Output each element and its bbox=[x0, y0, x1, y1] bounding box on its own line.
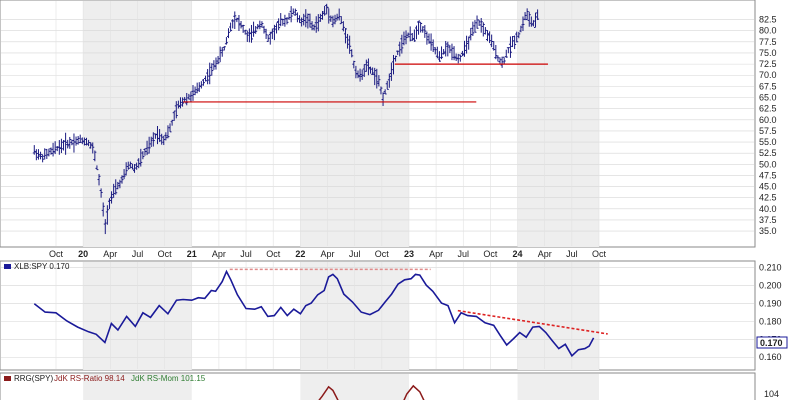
relative-strength-panel: 0.160 0.170 0.180 0.190 0.200 0.210 XLB:SPY 0… bbox=[0, 260, 788, 371]
price-y-tick-label: 45.0 bbox=[759, 182, 777, 192]
price-panel-year-shading bbox=[83, 1, 599, 247]
rrg-panel-year-shading bbox=[83, 374, 599, 400]
price-panel: 35.037.540.042.545.0 47.550.052.555.057.5… bbox=[0, 0, 777, 259]
rs-y-tick-label: 0.210 bbox=[759, 263, 782, 273]
price-y-tick-label: 35.0 bbox=[759, 226, 777, 236]
time-tick-label: 22 bbox=[295, 249, 305, 259]
rs-last-value-label: 0.170 bbox=[760, 338, 783, 348]
time-tick-label: Oct bbox=[375, 249, 390, 259]
time-tick-label: Oct bbox=[592, 249, 607, 259]
year-shade-band bbox=[517, 1, 599, 247]
price-y-tick-label: 75.0 bbox=[759, 48, 777, 58]
year-shade-band bbox=[300, 374, 409, 400]
rs-panel-year-shading bbox=[83, 262, 599, 370]
price-y-axis: 35.037.540.042.545.0 47.550.052.555.057.5… bbox=[759, 15, 777, 237]
rrg-rs-ratio-line bbox=[318, 384, 425, 400]
time-tick-label: Apr bbox=[320, 249, 334, 259]
price-y-tick-label: 42.5 bbox=[759, 193, 777, 203]
price-y-tick-label: 52.5 bbox=[759, 148, 777, 158]
time-tick-label: Apr bbox=[103, 249, 117, 259]
year-shade-band bbox=[517, 374, 599, 400]
time-tick-label: Oct bbox=[483, 249, 498, 259]
rrg-legend-mom: JdK RS-Mom 101.15 bbox=[131, 374, 206, 383]
rs-trendline bbox=[457, 309, 608, 335]
price-y-tick-label: 65.0 bbox=[759, 93, 777, 103]
time-tick-label: 21 bbox=[187, 249, 197, 259]
time-tick-label: 23 bbox=[404, 249, 414, 259]
time-tick-label: Apr bbox=[538, 249, 552, 259]
rs-y-tick-label: 0.200 bbox=[759, 281, 782, 291]
time-axis: Oct 20 Apr Jul Oct 21 Apr Jul Oct 22 Apr Jul Oct 23 Ap… bbox=[49, 249, 607, 259]
price-support-lines bbox=[183, 63, 548, 103]
price-y-tick-label: 82.5 bbox=[759, 15, 777, 25]
rs-y-tick-label: 0.180 bbox=[759, 316, 782, 326]
year-shade-band bbox=[83, 374, 192, 400]
price-y-tick-label: 62.5 bbox=[759, 104, 777, 114]
rs-legend-swatch bbox=[4, 264, 11, 269]
rs-line-series bbox=[33, 269, 595, 358]
price-y-tick-label: 80.0 bbox=[759, 26, 777, 36]
price-y-tick-label: 70.0 bbox=[759, 70, 777, 80]
price-y-tick-label: 55.0 bbox=[759, 137, 777, 147]
time-tick-label: Jul bbox=[349, 249, 361, 259]
time-tick-label: Oct bbox=[158, 249, 173, 259]
time-tick-label: Apr bbox=[212, 249, 226, 259]
price-y-tick-label: 37.5 bbox=[759, 215, 777, 225]
price-panel-gridlines bbox=[1, 1, 754, 246]
time-tick-label: Apr bbox=[429, 249, 443, 259]
rrg-y-tick-label: 104 bbox=[764, 389, 779, 399]
rs-y-tick-label: 0.190 bbox=[759, 298, 782, 308]
time-tick-label: Oct bbox=[49, 249, 64, 259]
rrg-y-axis: 104 bbox=[764, 389, 779, 399]
price-y-tick-label: 60.0 bbox=[759, 115, 777, 125]
price-y-tick-label: 50.0 bbox=[759, 159, 777, 169]
time-tick-label: Jul bbox=[240, 249, 252, 259]
price-y-tick-label: 40.0 bbox=[759, 204, 777, 214]
rrg-legend-name: RRG(SPY) bbox=[14, 374, 53, 383]
rs-legend-label: XLB:SPY 0.170 bbox=[14, 262, 70, 271]
time-tick-label: 20 bbox=[78, 249, 88, 259]
rs-y-tick-label: 0.160 bbox=[759, 352, 782, 362]
price-y-tick-label: 67.5 bbox=[759, 81, 777, 91]
rrg-legend-ratio: JdK RS-Ratio 98.14 bbox=[54, 374, 125, 383]
time-tick-label: Jul bbox=[566, 249, 578, 259]
time-tick-label: Jul bbox=[132, 249, 144, 259]
price-y-tick-label: 77.5 bbox=[759, 37, 777, 47]
time-tick-label: Jul bbox=[457, 249, 469, 259]
rs-last-value-marker: 0.170 bbox=[756, 336, 788, 349]
rrg-legend-swatch bbox=[4, 376, 11, 381]
year-shade-band bbox=[517, 262, 599, 370]
price-y-tick-label: 57.5 bbox=[759, 126, 777, 136]
time-tick-label: Oct bbox=[266, 249, 281, 259]
price-bars bbox=[32, 3, 540, 235]
rs-trendlines bbox=[229, 268, 608, 335]
price-y-tick-label: 47.5 bbox=[759, 170, 777, 180]
time-tick-label: 24 bbox=[513, 249, 523, 259]
rrg-panel: 104 RRG(SPY) JdK RS-Ratio 98.14 JdK RS-M… bbox=[0, 372, 779, 400]
price-y-tick-label: 72.5 bbox=[759, 59, 777, 69]
